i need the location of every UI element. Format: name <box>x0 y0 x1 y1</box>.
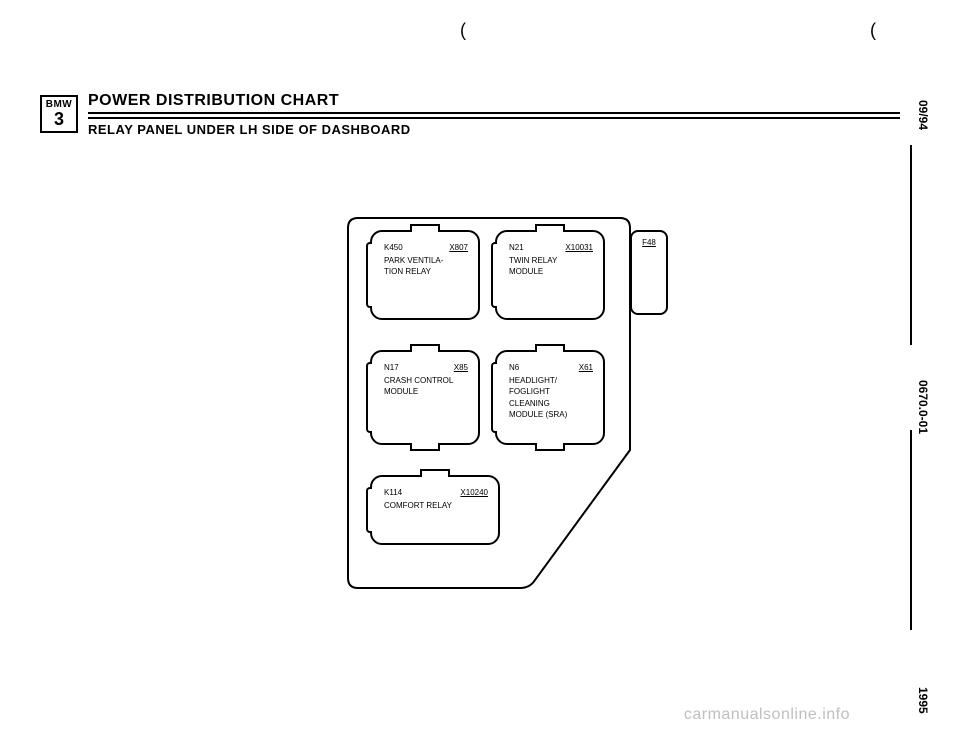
relay-desc: PARK VENTILA-TION RELAY <box>384 255 468 277</box>
title-rule-1 <box>88 112 900 114</box>
relay-connector: X61 <box>579 362 593 373</box>
relay-side-notch <box>491 242 497 308</box>
relay-side-notch <box>366 362 372 433</box>
relay-connector: X85 <box>454 362 468 373</box>
relay-desc: COMFORT RELAY <box>384 500 488 511</box>
paren-mark-right: ( <box>870 20 876 41</box>
relay-desc: CRASH CONTROLMODULE <box>384 375 468 397</box>
relay-box: K450 X807 PARK VENTILA-TION RELAY <box>370 230 480 320</box>
fuse-connector: F48 <box>642 238 656 247</box>
relay-desc: TWIN RELAYMODULE <box>509 255 593 277</box>
page-subtitle: RELAY PANEL UNDER LH SIDE OF DASHBOARD <box>88 122 411 137</box>
relay-tab <box>535 224 565 232</box>
spine-line-bot <box>910 430 912 630</box>
brand-logo: BMW 3 <box>40 95 78 133</box>
relay-box: N6 X61 HEADLIGHT/FOGLIGHTCLEANINGMODULE (S… <box>495 350 605 445</box>
relay-id: K114 <box>384 487 402 498</box>
relay-tab <box>535 443 565 451</box>
spine-line-top <box>910 145 912 345</box>
relay-tab <box>420 469 450 477</box>
relay-side-notch <box>366 242 372 308</box>
title-rule-2 <box>88 117 900 119</box>
page-title: POWER DISTRIBUTION CHART <box>88 92 339 110</box>
relay-panel-diagram: K450 X807 PARK VENTILA-TION RELAY N21 X10031… <box>340 210 710 610</box>
relay-box: N17 X85 CRASH CONTROLMODULE <box>370 350 480 445</box>
relay-connector: X807 <box>449 242 468 253</box>
relay-tab <box>410 224 440 232</box>
relay-tab <box>535 344 565 352</box>
spine-code: 0670.0-01 <box>916 380 930 434</box>
relay-box: N21 X10031 TWIN RELAYMODULE <box>495 230 605 320</box>
relay-tab <box>410 443 440 451</box>
logo-bot: 3 <box>54 110 64 128</box>
relay-box: K114 X10240 COMFORT RELAY <box>370 475 500 545</box>
watermark: carmanualsonline.info <box>684 706 850 724</box>
relay-id: N6 <box>509 362 519 373</box>
relay-connector: X10240 <box>460 487 488 498</box>
fuse-side-box: F48 <box>630 230 668 315</box>
spine-year: 1995 <box>916 687 930 714</box>
relay-id: N21 <box>509 242 524 253</box>
right-spine: 09/94 0670.0-01 1995 <box>900 100 930 714</box>
relay-tab <box>410 344 440 352</box>
relay-id: K450 <box>384 242 403 253</box>
relay-side-notch <box>491 362 497 433</box>
relay-side-notch <box>366 487 372 533</box>
spine-date: 09/94 <box>916 100 930 130</box>
relay-id: N17 <box>384 362 399 373</box>
relay-connector: X10031 <box>565 242 593 253</box>
relay-desc: HEADLIGHT/FOGLIGHTCLEANINGMODULE (SRA) <box>509 375 593 420</box>
paren-mark-left: ( <box>460 20 466 41</box>
